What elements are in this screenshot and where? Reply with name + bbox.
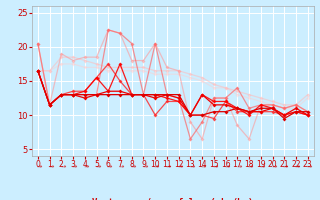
Text: ↗: ↗ <box>269 163 276 170</box>
Text: ↗: ↗ <box>304 163 311 170</box>
Text: ↗: ↗ <box>199 163 205 170</box>
Text: ↗: ↗ <box>234 163 241 170</box>
Text: ↗: ↗ <box>292 163 300 170</box>
Text: ↗: ↗ <box>105 163 112 170</box>
Text: ↗: ↗ <box>81 163 88 170</box>
Text: ↗: ↗ <box>187 163 194 170</box>
Text: ↗: ↗ <box>281 163 288 170</box>
Text: ↗: ↗ <box>140 163 147 170</box>
Text: ↗: ↗ <box>128 163 135 170</box>
Text: ↗: ↗ <box>246 163 252 170</box>
Text: ↗: ↗ <box>46 163 53 170</box>
Text: ↗: ↗ <box>58 163 65 170</box>
Text: ↗: ↗ <box>116 163 124 170</box>
Text: ↗: ↗ <box>93 163 100 170</box>
Text: ↗: ↗ <box>152 163 159 170</box>
Text: ↗: ↗ <box>35 163 41 170</box>
Text: ↗: ↗ <box>70 163 76 170</box>
Text: Vent moyen/en rafales ( km/h ): Vent moyen/en rafales ( km/h ) <box>92 198 253 200</box>
Text: ↗: ↗ <box>222 163 229 170</box>
Text: ↗: ↗ <box>164 163 170 170</box>
Text: ↗: ↗ <box>211 163 217 170</box>
Text: ↗: ↗ <box>257 163 264 170</box>
Text: ↗: ↗ <box>175 163 182 170</box>
